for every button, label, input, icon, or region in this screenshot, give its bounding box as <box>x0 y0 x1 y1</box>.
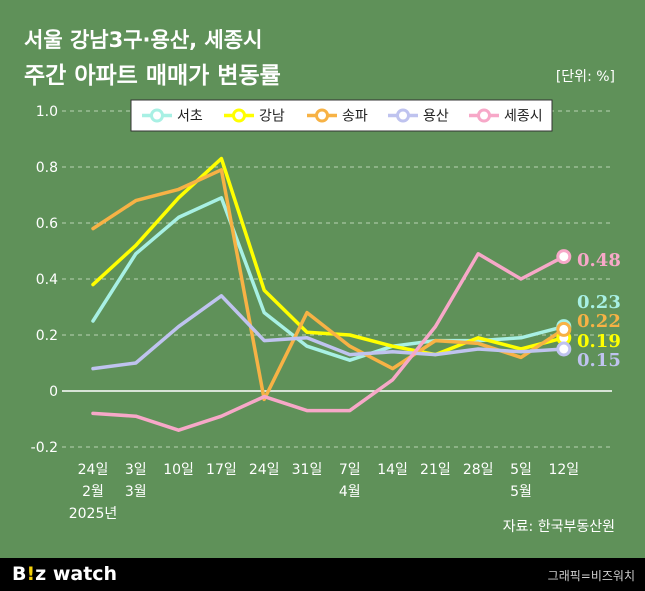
graphic-credit: 그래픽=비즈워치 <box>547 569 635 583</box>
x-tick-label: 24일 <box>78 462 109 478</box>
legend-swatch-marker <box>477 108 491 123</box>
series-end-marker <box>556 249 572 265</box>
y-tick-label: 0.6 <box>36 216 58 232</box>
x-tick-label: 12일 <box>548 462 579 478</box>
series-line-2 <box>91 168 566 402</box>
x-tick-label: 5월 <box>510 484 532 500</box>
y-tick-label: 0.2 <box>36 328 58 344</box>
legend-label: 서초 <box>177 109 203 125</box>
line-chart: 1.0 0.8 0.6 0.4 0.2 0 -0.2 24일 2월 2025년 3일 3월 10일 17일… <box>31 99 621 522</box>
x-tick-label: 3일 <box>125 462 147 478</box>
x-tick-label: 2025년 <box>69 506 118 522</box>
x-tick-label: 2월 <box>82 484 104 500</box>
series-end-label: 0.15 <box>577 350 621 371</box>
x-tick-label: 5일 <box>510 462 532 478</box>
x-tick-label: 3월 <box>125 484 147 500</box>
legend-swatch-marker <box>150 108 164 123</box>
legend-swatch-marker <box>315 108 329 123</box>
legend-swatch-marker <box>396 108 410 123</box>
unit-label: [단위: %] <box>555 69 615 85</box>
y-tick-label: 0.8 <box>36 160 58 176</box>
bizwatch-logo: B!z watch <box>12 563 118 585</box>
x-tick-label: 14일 <box>377 462 408 478</box>
series-end-label: 0.48 <box>577 250 621 271</box>
y-tick-label: 0 <box>49 384 58 400</box>
x-tick-label: 24일 <box>249 462 280 478</box>
series-end-marker <box>556 341 572 357</box>
series-end-marker <box>556 321 572 337</box>
x-tick-label: 31일 <box>292 462 323 478</box>
series-end-label: 0.23 <box>577 292 621 313</box>
series-end-label: 0.19 <box>577 331 621 352</box>
footer-bar: B!z watch 그래픽=비즈워치 <box>0 558 645 591</box>
x-tick-label: 10일 <box>163 462 194 478</box>
x-tick-label: 7일 <box>339 462 361 478</box>
series-line-1 <box>91 156 566 357</box>
y-tick-label: 1.0 <box>36 104 58 120</box>
y-tick-label: 0.4 <box>36 272 58 288</box>
x-tick-label: 4월 <box>339 484 361 500</box>
legend-swatch-marker <box>232 108 246 123</box>
legend: 서초 강남 송파 용산 세종시 <box>130 99 553 132</box>
x-tick-label: 21일 <box>420 462 451 478</box>
legend-label: 세종시 <box>504 109 543 125</box>
series-line-3 <box>91 294 566 371</box>
series-line-4 <box>91 252 566 432</box>
legend-label: 강남 <box>259 109 285 125</box>
chart-title-line1: 서울 강남3구·용산, 세종시 <box>24 28 263 52</box>
y-tick-label: -0.2 <box>31 440 58 456</box>
series-end-label: 0.22 <box>577 311 621 332</box>
legend-label: 용산 <box>423 109 449 125</box>
legend-label: 송파 <box>342 109 368 125</box>
x-tick-label: 17일 <box>206 462 237 478</box>
x-tick-label: 28일 <box>463 462 494 478</box>
chart-title-line2: 주간 아파트 매매가 변동률 <box>24 63 281 89</box>
source-label: 자료: 한국부동산원 <box>502 519 615 535</box>
